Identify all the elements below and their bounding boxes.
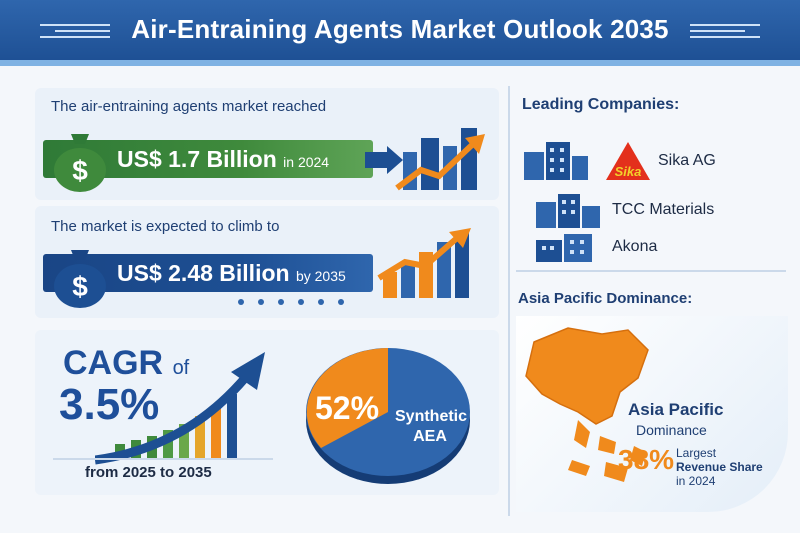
title-decoration-left bbox=[40, 24, 110, 42]
segment-pie-chart bbox=[306, 348, 470, 484]
growth-buildings-icon bbox=[395, 128, 485, 191]
title-decoration-right bbox=[690, 24, 760, 42]
market-2024-value: US$ 1.7 Billion bbox=[117, 146, 277, 172]
column-divider bbox=[508, 86, 510, 516]
cagr-divider bbox=[53, 458, 273, 460]
cagr-period: from 2025 to 2035 bbox=[85, 464, 212, 481]
market-2035-suffix: by 2035 bbox=[295, 268, 346, 284]
region-share-2: Revenue Share bbox=[676, 460, 763, 474]
cagr-prefix: CAGR bbox=[63, 344, 164, 382]
company-2: TCC Materials bbox=[612, 201, 715, 218]
market-2024-value-row: US$ 1.7 Billion in 2024 bbox=[117, 146, 329, 173]
svg-text:$: $ bbox=[72, 155, 88, 186]
page-title: Air-Entraining Agents Market Outlook 203… bbox=[131, 14, 669, 44]
cagr-prefix-row: CAGR of bbox=[63, 344, 189, 383]
region-share-3: in 2024 bbox=[676, 474, 716, 488]
sika-logo: Sika bbox=[606, 142, 650, 180]
company-3: Akona bbox=[612, 238, 658, 255]
growth-bars-icon bbox=[377, 228, 471, 298]
sika-logo-text: Sika bbox=[615, 164, 642, 179]
market-2024-panel: The air-entraining agents market reached… bbox=[35, 88, 499, 200]
dots-decoration bbox=[238, 299, 344, 305]
arrow-right-icon bbox=[365, 146, 403, 174]
title-bar: Air-Entraining Agents Market Outlook 203… bbox=[0, 0, 800, 66]
market-2035-value-row: US$ 2.48 Billion by 2035 bbox=[117, 260, 346, 287]
market-2035-heading: The market is expected to climb to bbox=[51, 218, 280, 235]
market-2035-value: US$ 2.48 Billion bbox=[117, 260, 290, 286]
market-2024-suffix: in 2024 bbox=[283, 154, 330, 170]
region-share-1: Largest bbox=[676, 446, 717, 460]
companies-heading: Leading Companies: bbox=[522, 96, 680, 113]
region-name: Asia Pacific bbox=[628, 400, 724, 419]
money-bag-blue-icon: $ bbox=[54, 250, 106, 308]
segment-label-2: AEA bbox=[413, 428, 447, 445]
region-panel: Asia Pacific Dominance 38% Largest Reven… bbox=[516, 316, 788, 512]
segment-label-1: Synthetic bbox=[395, 408, 468, 425]
cagr-growth-chart-icon bbox=[95, 352, 265, 465]
segment-percent: 52% bbox=[315, 390, 380, 426]
market-2035-panel: The market is expected to climb to US$ 2… bbox=[35, 206, 499, 318]
region-percent: 38% bbox=[618, 444, 675, 475]
building-icon bbox=[536, 234, 592, 262]
asia-map-icon bbox=[525, 327, 649, 482]
pie-slice-other bbox=[306, 348, 388, 448]
region-heading: Asia Pacific Dominance: bbox=[518, 290, 693, 307]
right-divider-line bbox=[516, 270, 786, 272]
company-1: Sika AG bbox=[658, 152, 716, 169]
cagr-value: 3.5% bbox=[59, 380, 160, 429]
cagr-of: of bbox=[172, 357, 190, 379]
svg-text:$: $ bbox=[72, 271, 88, 302]
market-2024-heading: The air-entraining agents market reached bbox=[51, 98, 327, 115]
building-icon bbox=[536, 194, 600, 228]
money-bag-green-icon: $ bbox=[54, 134, 106, 192]
building-icon bbox=[524, 142, 588, 180]
region-sub: Dominance bbox=[636, 422, 707, 438]
cagr-panel: CAGR of 3.5% from 2025 to 2035 52% Synth… bbox=[35, 330, 499, 495]
